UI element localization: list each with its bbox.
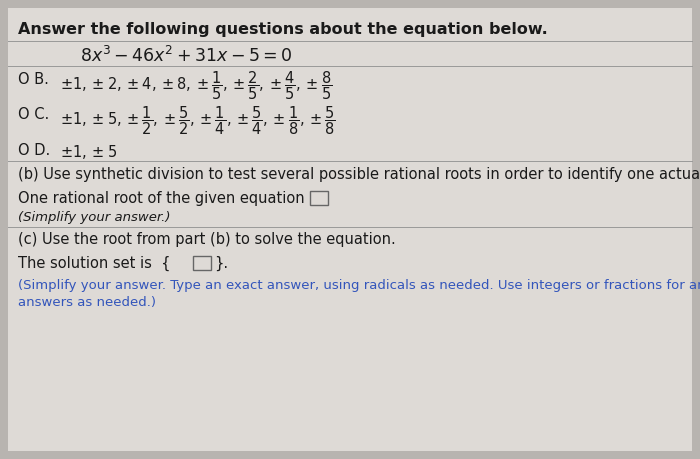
- Text: (c) Use the root from part (b) to solve the equation.: (c) Use the root from part (b) to solve …: [18, 232, 395, 247]
- Text: The solution set is  {: The solution set is {: [18, 256, 171, 271]
- Text: $8x^3 - 46x^2 + 31x - 5 = 0$: $8x^3 - 46x^2 + 31x - 5 = 0$: [80, 46, 293, 66]
- Text: (Simplify your answer. Type an exact answer, using radicals as needed. Use integ: (Simplify your answer. Type an exact ans…: [18, 279, 700, 292]
- Text: (b) Use synthetic division to test several possible rational roots in order to i: (b) Use synthetic division to test sever…: [18, 167, 700, 182]
- Text: $\pm1, \pm5, \pm\dfrac{1}{2}, \pm\dfrac{5}{2}, \pm\dfrac{1}{4}, \pm\dfrac{5}{4},: $\pm1, \pm5, \pm\dfrac{1}{2}, \pm\dfrac{…: [60, 104, 336, 137]
- Text: O C.: O C.: [18, 107, 49, 122]
- Text: O D.: O D.: [18, 143, 50, 158]
- Text: O B.: O B.: [18, 72, 49, 87]
- Text: Answer the following questions about the equation below.: Answer the following questions about the…: [18, 22, 547, 37]
- Text: answers as needed.): answers as needed.): [18, 296, 156, 309]
- Text: One rational root of the given equation is: One rational root of the given equation …: [18, 191, 321, 206]
- Bar: [193, 256, 211, 270]
- Text: $\pm1, \pm2, \pm4, \pm8, \pm\dfrac{1}{5}, \pm\dfrac{2}{5}, \pm\dfrac{4}{5}, \pm\: $\pm1, \pm2, \pm4, \pm8, \pm\dfrac{1}{5}…: [60, 69, 332, 101]
- Text: }.: }.: [214, 256, 228, 271]
- Text: (Simplify your answer.): (Simplify your answer.): [18, 211, 171, 224]
- Bar: [310, 191, 328, 205]
- Text: $\pm1, \pm5$: $\pm1, \pm5$: [60, 143, 117, 161]
